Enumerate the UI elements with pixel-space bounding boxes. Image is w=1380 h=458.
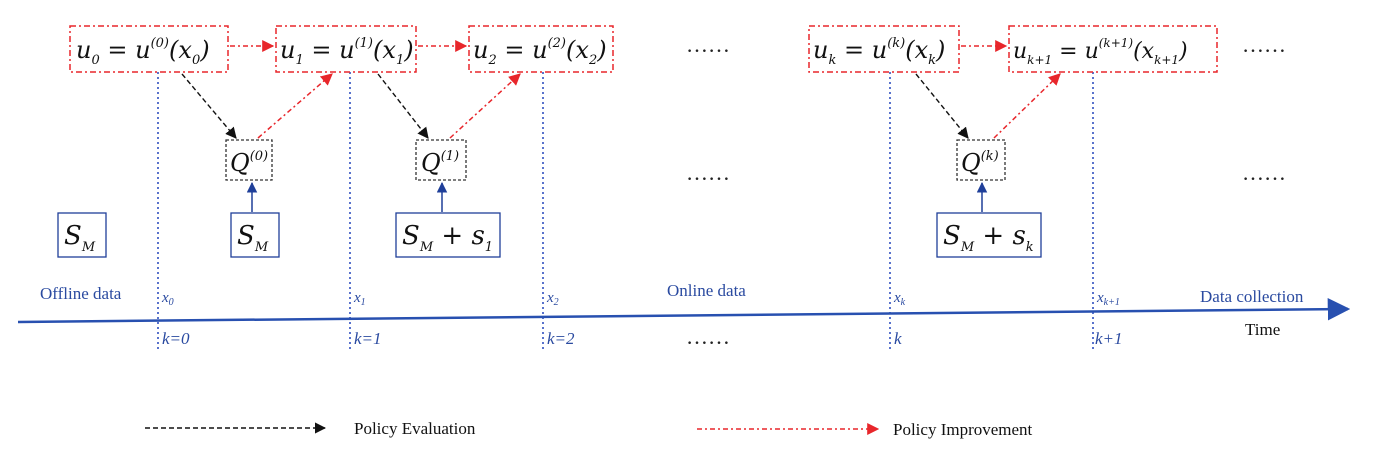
time-axis <box>17 297 1351 324</box>
offline-data-label: Offline data <box>40 284 122 303</box>
q-box-0 <box>225 139 273 181</box>
policy-label-2: u2 = u(2)(x2) <box>473 36 607 68</box>
state-labels: x0 x1 x2 xk xk+1 <box>161 290 1120 308</box>
step-label-2: k=2 <box>547 329 575 348</box>
dataset-box-1 <box>395 212 501 258</box>
state-label-k: xk <box>893 290 906 308</box>
eval-arrow-k <box>915 73 969 139</box>
region-labels: Offline data Online data Data collection <box>40 281 1304 306</box>
state-label-k1: xk+1 <box>1096 290 1120 308</box>
dataset-label-k: SM + sk <box>943 221 1034 255</box>
ellipsis-steps: …… <box>686 324 730 349</box>
step-label-1: k=1 <box>354 329 382 348</box>
step-label-k1: k+1 <box>1095 329 1123 348</box>
policy-label-k: uk = u(k)(xk) <box>813 36 945 68</box>
dataset-box-0 <box>230 212 280 258</box>
policy-label-0: u0 = u(0)(x0) <box>76 36 210 68</box>
state-label-2: x2 <box>546 290 559 308</box>
ellipsis-q-right: …… <box>1242 160 1286 185</box>
policy-box-2 <box>468 25 614 73</box>
policy-box-1 <box>275 25 417 73</box>
dataset-label-0: SM <box>237 221 269 255</box>
step-label-0: k=0 <box>162 329 190 348</box>
data-arrows <box>246 181 988 212</box>
data-collection-label: Data collection <box>1200 287 1304 306</box>
impr-arrow-0 <box>257 73 333 139</box>
q-box-k <box>956 139 1006 181</box>
legend-evaluation-label: Policy Evaluation <box>354 419 476 438</box>
dataset-box-k <box>936 212 1042 258</box>
legend: Policy Evaluation Policy Improvement <box>145 419 1033 439</box>
time-label: Time <box>1245 320 1280 339</box>
policy-box-k1 <box>1008 25 1218 73</box>
q-label-k: Q(k) <box>961 149 999 177</box>
q-boxes <box>225 139 1006 181</box>
policy-box-0 <box>69 25 229 73</box>
dataset-boxes <box>57 212 1042 258</box>
ellipses: …… …… …… …… …… <box>686 32 1286 349</box>
impr-arrow-k <box>993 73 1061 139</box>
eval-arrow-0 <box>181 73 237 139</box>
ellipsis-q-mid: …… <box>686 160 730 185</box>
evaluation-arrows <box>181 73 969 139</box>
improvement-arrows <box>257 73 1061 139</box>
state-label-1: x1 <box>353 290 366 308</box>
eval-arrow-1 <box>377 73 429 139</box>
dataset-label-offline: SM <box>64 221 96 255</box>
dataset-box-offline <box>57 212 107 258</box>
dataset-labels: SM SM SM + s1 SM + sk <box>64 221 1034 255</box>
q-label-1: Q(1) <box>421 149 459 177</box>
step-labels: k=0 k=1 k=2 k k+1 <box>162 329 1123 348</box>
q-box-1 <box>415 139 467 181</box>
policy-boxes <box>69 25 1218 73</box>
impr-arrow-1 <box>449 73 521 139</box>
policy-labels: u0 = u(0)(x0) u1 = u(1)(x1) u2 = u(2)(x2… <box>76 36 1188 68</box>
legend-improvement-label: Policy Improvement <box>893 420 1033 439</box>
dataset-label-1: SM + s1 <box>402 221 493 255</box>
step-label-k: k <box>894 329 902 348</box>
state-label-0: x0 <box>161 290 174 308</box>
ellipsis-top-right: …… <box>1242 32 1286 57</box>
q-labels: Q(0) Q(1) Q(k) <box>230 149 999 177</box>
policy-label-1: u1 = u(1)(x1) <box>280 36 414 68</box>
policy-box-k <box>808 25 960 73</box>
ellipsis-top-mid: …… <box>686 32 730 57</box>
policy-label-k1: uk+1 = u(k+1)(xk+1) <box>1013 36 1188 67</box>
online-data-label: Online data <box>667 281 746 300</box>
time-markers <box>157 72 1094 352</box>
q-label-0: Q(0) <box>230 149 268 177</box>
